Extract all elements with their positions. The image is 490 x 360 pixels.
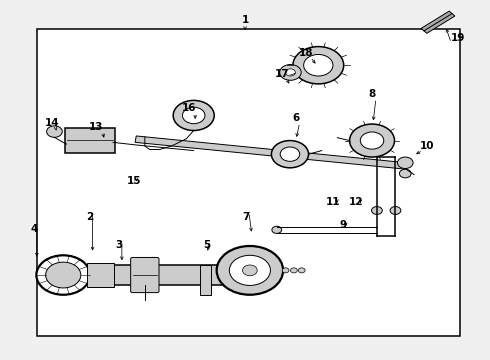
Text: 11: 11	[326, 197, 340, 207]
Text: 18: 18	[299, 48, 313, 58]
Text: 15: 15	[126, 176, 141, 186]
Text: 7: 7	[242, 212, 250, 221]
Circle shape	[272, 226, 282, 233]
Text: 10: 10	[419, 141, 434, 151]
Circle shape	[360, 132, 384, 149]
Polygon shape	[135, 136, 407, 169]
Circle shape	[397, 157, 413, 168]
Text: 3: 3	[115, 240, 122, 250]
Text: 16: 16	[182, 103, 196, 113]
Circle shape	[229, 255, 270, 285]
Text: 19: 19	[450, 33, 465, 43]
Circle shape	[46, 262, 81, 288]
FancyBboxPatch shape	[131, 257, 159, 293]
Circle shape	[271, 140, 309, 168]
FancyBboxPatch shape	[200, 265, 211, 296]
Circle shape	[36, 255, 90, 295]
FancyBboxPatch shape	[74, 265, 260, 285]
Text: 9: 9	[339, 220, 346, 230]
Circle shape	[291, 268, 297, 273]
Text: 8: 8	[368, 89, 376, 99]
Text: 4: 4	[30, 225, 38, 234]
Text: 12: 12	[349, 197, 364, 207]
Circle shape	[173, 100, 214, 131]
Circle shape	[286, 69, 295, 76]
Circle shape	[280, 147, 300, 161]
Circle shape	[298, 268, 305, 273]
Text: 5: 5	[203, 240, 211, 250]
Circle shape	[304, 54, 333, 76]
Circle shape	[371, 207, 382, 215]
FancyBboxPatch shape	[87, 263, 114, 287]
Circle shape	[217, 246, 283, 295]
Text: 17: 17	[274, 69, 289, 79]
Polygon shape	[421, 11, 455, 33]
Circle shape	[280, 64, 301, 80]
Circle shape	[282, 268, 289, 273]
Text: 1: 1	[242, 15, 248, 26]
Circle shape	[182, 107, 205, 124]
FancyBboxPatch shape	[37, 30, 460, 336]
Text: 2: 2	[86, 212, 93, 221]
Circle shape	[47, 126, 62, 137]
Circle shape	[293, 46, 343, 84]
Text: 6: 6	[293, 113, 300, 123]
Circle shape	[399, 169, 411, 178]
Circle shape	[349, 124, 394, 157]
Text: 13: 13	[89, 122, 103, 132]
Circle shape	[243, 265, 257, 276]
Circle shape	[390, 207, 401, 215]
Text: 14: 14	[45, 118, 59, 128]
FancyBboxPatch shape	[65, 128, 115, 153]
